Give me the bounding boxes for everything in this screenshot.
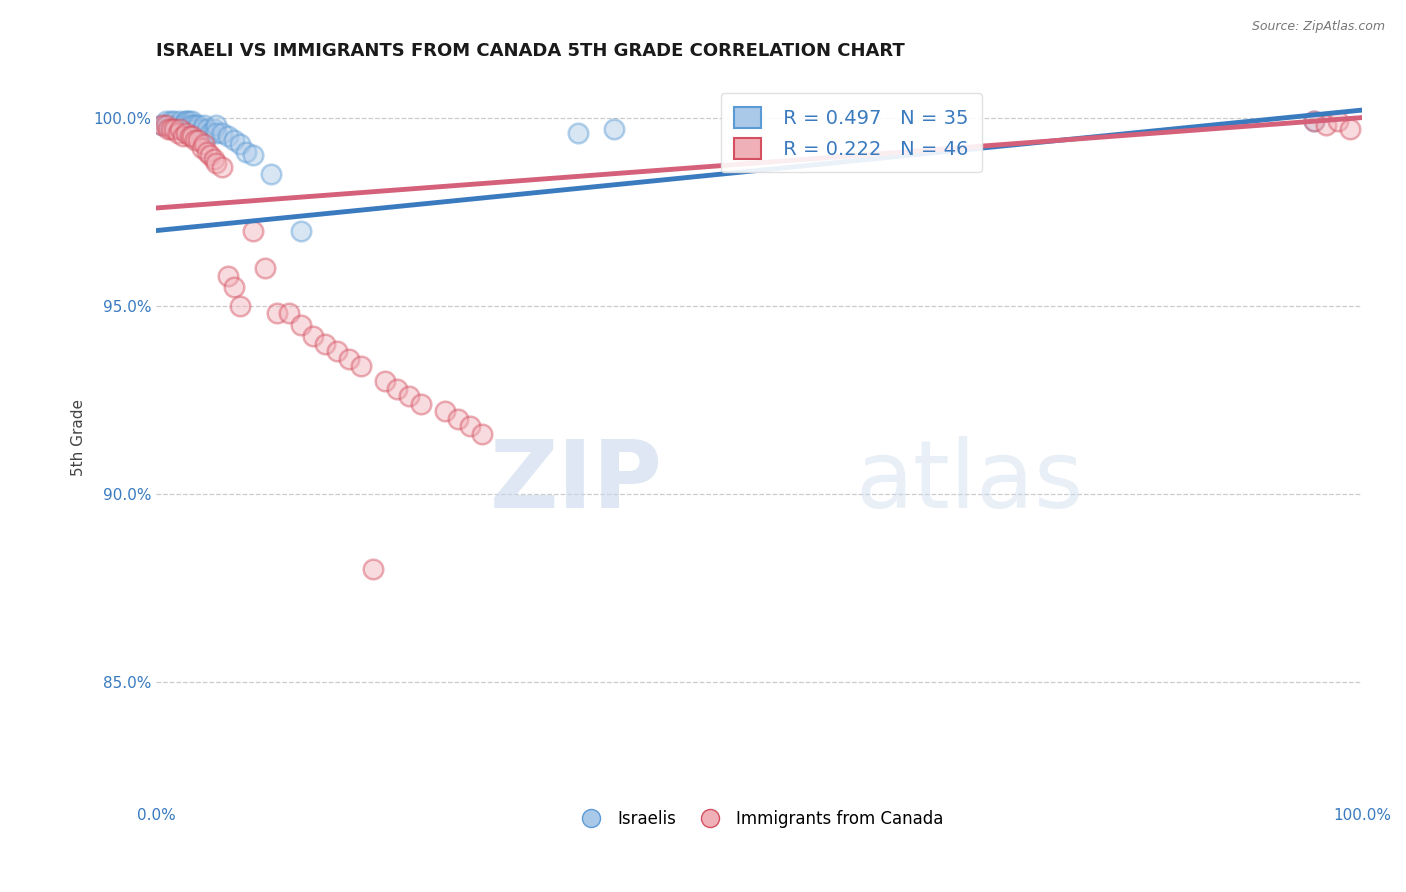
Point — [157, 122, 180, 136]
Point — [172, 118, 194, 132]
Point — [181, 114, 204, 128]
Legend: Israelis, Immigrants from Canada: Israelis, Immigrants from Canada — [568, 804, 950, 835]
Point — [471, 426, 494, 441]
Point — [169, 122, 191, 136]
Point — [205, 126, 228, 140]
Point — [202, 152, 225, 166]
Point — [1302, 114, 1324, 128]
Point — [166, 118, 188, 132]
Point — [155, 114, 177, 128]
Point — [163, 114, 186, 128]
Point — [150, 118, 173, 132]
Point — [174, 114, 197, 128]
Point — [1315, 118, 1337, 132]
Text: ZIP: ZIP — [489, 435, 662, 527]
Point — [277, 306, 299, 320]
Point — [174, 114, 197, 128]
Point — [159, 114, 181, 128]
Point — [1327, 114, 1350, 128]
Point — [181, 129, 204, 144]
Point — [211, 160, 233, 174]
Point — [193, 118, 215, 132]
Point — [205, 156, 228, 170]
Point — [1339, 122, 1361, 136]
Point — [191, 141, 214, 155]
Point — [159, 122, 181, 136]
Point — [603, 122, 626, 136]
Point — [290, 318, 312, 332]
Point — [387, 382, 409, 396]
Point — [193, 136, 215, 151]
Point — [337, 351, 360, 366]
Point — [183, 133, 205, 147]
Point — [179, 129, 201, 144]
Point — [434, 404, 457, 418]
Text: atlas: atlas — [855, 435, 1084, 527]
Point — [181, 118, 204, 132]
Point — [184, 122, 207, 136]
Point — [202, 122, 225, 136]
Point — [242, 148, 264, 162]
Point — [1302, 114, 1324, 128]
Point — [253, 261, 276, 276]
Point — [301, 329, 323, 343]
Point — [150, 118, 173, 132]
Point — [205, 118, 228, 132]
Point — [259, 167, 281, 181]
Point — [187, 133, 209, 147]
Point — [187, 118, 209, 132]
Point — [235, 145, 257, 159]
Point — [191, 122, 214, 136]
Point — [195, 122, 218, 136]
Point — [446, 412, 468, 426]
Point — [458, 419, 481, 434]
Point — [374, 374, 396, 388]
Point — [211, 126, 233, 140]
Point — [179, 118, 201, 132]
Point — [229, 299, 252, 313]
Text: ISRAELI VS IMMIGRANTS FROM CANADA 5TH GRADE CORRELATION CHART: ISRAELI VS IMMIGRANTS FROM CANADA 5TH GR… — [156, 42, 905, 60]
Point — [224, 280, 246, 294]
Point — [266, 306, 288, 320]
Point — [229, 136, 252, 151]
Point — [361, 562, 384, 576]
Point — [398, 389, 420, 403]
Point — [200, 148, 222, 162]
Point — [200, 126, 222, 140]
Point — [224, 133, 246, 147]
Point — [174, 126, 197, 140]
Point — [177, 114, 200, 128]
Point — [290, 224, 312, 238]
Point — [195, 145, 218, 159]
Point — [166, 126, 188, 140]
Point — [326, 344, 349, 359]
Point — [314, 336, 336, 351]
Point — [217, 268, 239, 283]
Point — [157, 118, 180, 132]
Point — [567, 126, 589, 140]
Point — [183, 118, 205, 132]
Point — [242, 224, 264, 238]
Point — [163, 122, 186, 136]
Point — [169, 114, 191, 128]
Point — [217, 129, 239, 144]
Point — [172, 129, 194, 144]
Point — [350, 359, 373, 373]
Y-axis label: 5th Grade: 5th Grade — [72, 400, 86, 476]
Point — [155, 118, 177, 132]
Text: Source: ZipAtlas.com: Source: ZipAtlas.com — [1251, 20, 1385, 33]
Point — [411, 397, 433, 411]
